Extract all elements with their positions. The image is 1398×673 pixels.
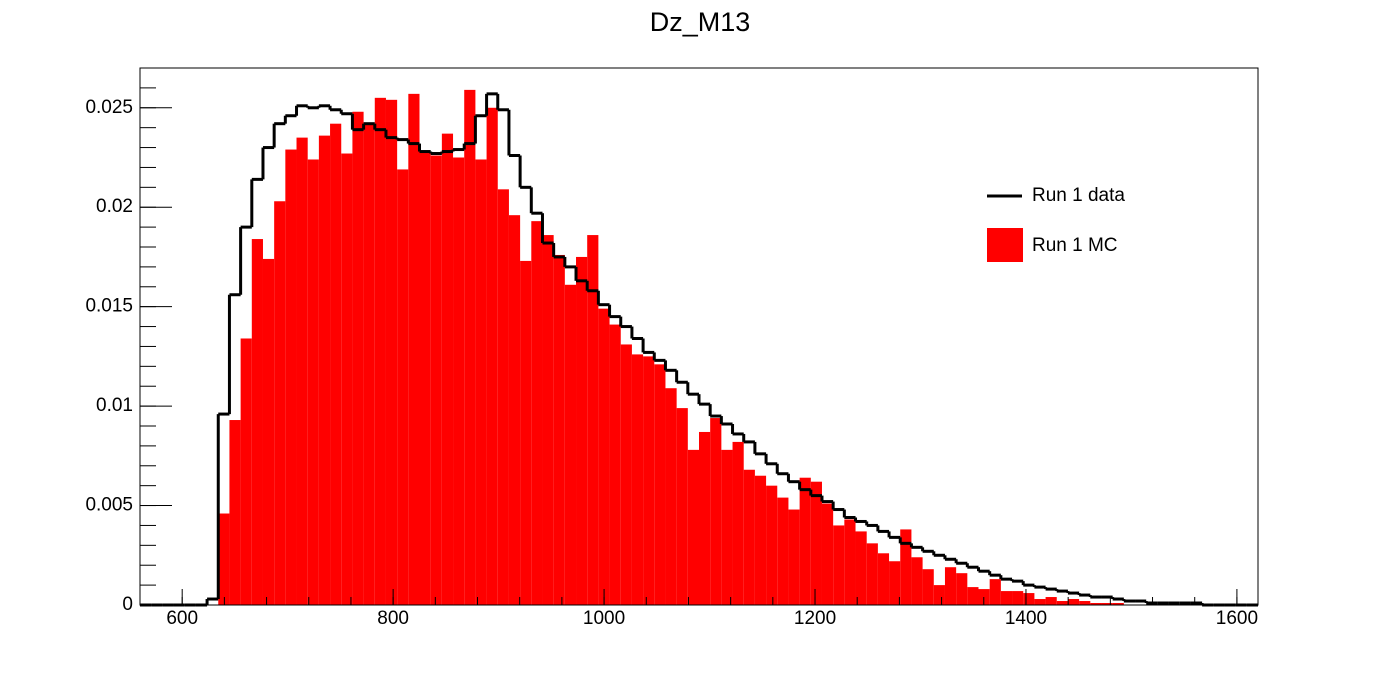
histogram-bar xyxy=(844,519,856,605)
histogram-bar xyxy=(1000,591,1013,605)
histogram-bar xyxy=(754,475,767,605)
histogram-bar xyxy=(251,239,263,606)
histogram-bar xyxy=(676,408,688,605)
histogram-bar xyxy=(967,587,979,605)
histogram-bar xyxy=(531,221,543,605)
legend-label: Run 1 data xyxy=(1032,185,1125,206)
histogram-bar xyxy=(699,431,711,605)
histogram-bar xyxy=(743,469,755,605)
histogram-bar xyxy=(1056,601,1068,605)
histogram-bar xyxy=(1101,603,1113,605)
histogram-bar xyxy=(1090,603,1102,605)
histogram-bar xyxy=(609,324,621,605)
histogram-bar xyxy=(710,418,722,605)
histogram-bar xyxy=(453,157,465,605)
histogram-bar xyxy=(564,284,577,605)
histogram-bar xyxy=(229,420,241,605)
histogram-bar xyxy=(877,553,890,605)
histogram-bar xyxy=(285,149,297,606)
histogram-bar xyxy=(318,135,331,605)
legend-label: Run 1 MC xyxy=(1032,235,1118,256)
histogram-bar xyxy=(766,485,778,605)
histogram-bar xyxy=(374,97,386,605)
histogram-bar xyxy=(777,497,789,605)
histogram-bar xyxy=(508,215,521,605)
histogram-bar xyxy=(475,159,487,605)
histogram-bar xyxy=(732,441,744,605)
histogram-bar xyxy=(821,503,834,605)
histogram-bar xyxy=(620,344,632,605)
histogram-bar xyxy=(419,151,431,606)
histogram-bar xyxy=(889,561,901,605)
chart-title: Dz_M13 xyxy=(650,7,751,37)
histogram-bar xyxy=(1067,599,1080,605)
histogram-bar xyxy=(855,531,867,605)
histogram-bar xyxy=(665,388,677,605)
histogram-bar xyxy=(911,557,923,605)
histogram-bar xyxy=(799,477,811,605)
legend-swatch xyxy=(987,228,1023,262)
histogram-bar xyxy=(1034,599,1046,605)
histogram-bar xyxy=(262,258,275,605)
histogram-bar xyxy=(598,308,610,605)
histogram-bar xyxy=(900,529,912,605)
x-tick-label: 1200 xyxy=(794,608,836,629)
histogram-bar xyxy=(520,260,532,605)
histogram-bar xyxy=(296,137,308,605)
histogram-bar xyxy=(1023,593,1035,605)
histogram-bar xyxy=(408,93,420,605)
histogram-bar xyxy=(866,543,878,605)
histogram-bar xyxy=(352,111,364,605)
x-tick-label: 600 xyxy=(166,608,198,629)
histogram-bar xyxy=(363,123,375,605)
y-tick-label: 0.025 xyxy=(85,97,133,118)
y-tick-label: 0.02 xyxy=(96,196,133,217)
y-tick-label: 0 xyxy=(122,594,133,615)
y-tick-label: 0.01 xyxy=(96,395,133,416)
histogram-bar xyxy=(989,579,1001,605)
histogram-bar xyxy=(441,133,454,605)
histogram-bar xyxy=(240,338,252,605)
histogram-bar xyxy=(1012,591,1024,605)
histogram-bar xyxy=(464,89,476,605)
histogram-bar xyxy=(542,235,554,606)
histogram-bar xyxy=(631,354,644,605)
histogram-bar xyxy=(944,567,957,605)
histogram-bar xyxy=(385,99,398,606)
x-tick-label: 1400 xyxy=(1005,608,1047,629)
histogram-bar xyxy=(397,169,409,605)
histogram-bar xyxy=(833,525,845,605)
histogram-bar xyxy=(687,449,699,605)
histogram-bar xyxy=(330,123,342,605)
histogram-bar xyxy=(218,513,230,605)
histogram-bar xyxy=(956,573,968,605)
histogram-bar xyxy=(922,569,934,605)
histogram-bar xyxy=(576,256,588,605)
histogram-bar xyxy=(497,189,509,606)
histogram-bar xyxy=(1079,601,1091,605)
plot-frame xyxy=(139,67,1259,606)
histogram-bar xyxy=(654,364,666,605)
x-tick-label: 1000 xyxy=(583,608,625,629)
y-tick-label: 0.005 xyxy=(85,495,133,516)
histogram-bar xyxy=(274,201,286,605)
histogram-bar xyxy=(341,153,353,605)
histogram-bar xyxy=(643,356,655,605)
histogram-bar xyxy=(553,254,565,605)
histogram-bar xyxy=(587,235,599,606)
x-tick-label: 1600 xyxy=(1216,608,1258,629)
x-tick-label: 800 xyxy=(377,608,409,629)
histogram-bar xyxy=(486,107,498,606)
histogram-bar xyxy=(307,159,319,605)
histogram-bar xyxy=(430,155,442,605)
histogram-bar xyxy=(933,585,945,605)
histogram-bar xyxy=(788,509,800,605)
histogram-bar xyxy=(810,481,822,605)
y-tick-label: 0.015 xyxy=(85,296,133,317)
histogram-bar xyxy=(1045,597,1057,605)
histogram-bar xyxy=(721,449,733,605)
histogram-bar xyxy=(1112,603,1124,605)
